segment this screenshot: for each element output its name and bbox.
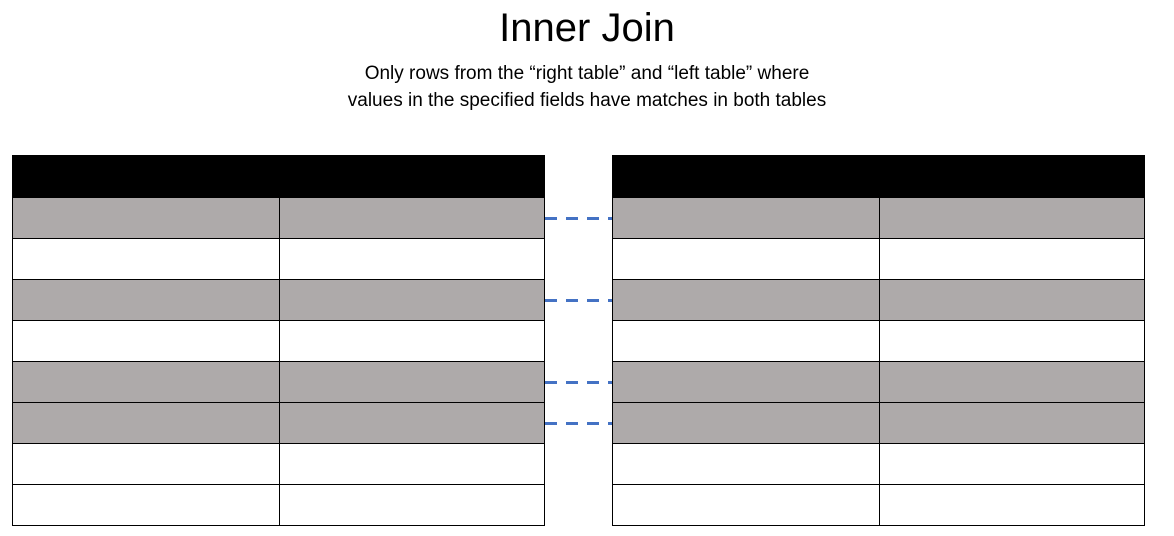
diagram-title: Inner Join — [499, 6, 675, 50]
left-table-cell — [13, 239, 279, 279]
right-table-cell — [878, 485, 1144, 525]
diagram-subtitle: Only rows from the “right table” and “le… — [0, 60, 1174, 114]
right-table-cell — [878, 362, 1144, 402]
left-table-cell — [278, 403, 544, 443]
left-table-row — [13, 320, 544, 361]
right-table-cell — [613, 198, 879, 238]
left-table-header — [13, 156, 544, 197]
left-table-row — [13, 197, 544, 238]
right-table-cell — [878, 280, 1144, 320]
left-table-cell — [13, 280, 279, 320]
right-table-row — [613, 238, 1144, 279]
left-table — [12, 155, 545, 526]
right-table-cell — [878, 403, 1144, 443]
subtitle-line-2: values in the specified fields have matc… — [347, 90, 827, 111]
right-table-row — [613, 402, 1144, 443]
right-table-row — [613, 197, 1144, 238]
right-table-cell — [613, 280, 879, 320]
left-table-cell — [13, 444, 279, 484]
left-table-row — [13, 361, 544, 402]
left-table-row — [13, 443, 544, 484]
right-table-cell — [878, 444, 1144, 484]
left-table-cell — [13, 403, 279, 443]
left-table-cell — [13, 362, 279, 402]
right-table-cell — [613, 239, 879, 279]
right-table-cell — [613, 321, 879, 361]
right-table-row — [613, 279, 1144, 320]
right-table-cell — [613, 403, 879, 443]
right-table-header — [613, 156, 1144, 197]
left-table-row — [13, 402, 544, 443]
left-table-row — [13, 279, 544, 320]
right-table-row — [613, 361, 1144, 402]
right-table-cell — [878, 239, 1144, 279]
left-table-row — [13, 484, 544, 525]
right-table-cell — [878, 198, 1144, 238]
left-table-cell — [13, 485, 279, 525]
left-table-cell — [278, 362, 544, 402]
right-table — [612, 155, 1145, 526]
left-table-cell — [278, 321, 544, 361]
left-table-cell — [278, 444, 544, 484]
left-table-cell — [13, 321, 279, 361]
right-table-cell — [613, 444, 879, 484]
left-table-cell — [278, 198, 544, 238]
left-table-cell — [278, 280, 544, 320]
left-table-cell — [13, 198, 279, 238]
right-table-cell — [878, 321, 1144, 361]
right-table-row — [613, 443, 1144, 484]
left-table-cell — [278, 239, 544, 279]
left-table-row — [13, 238, 544, 279]
right-table-cell — [613, 362, 879, 402]
subtitle-line-1: Only rows from the “right table” and “le… — [364, 63, 810, 84]
right-table-cell — [613, 485, 879, 525]
left-table-cell — [278, 485, 544, 525]
right-table-row — [613, 484, 1144, 525]
right-table-row — [613, 320, 1144, 361]
